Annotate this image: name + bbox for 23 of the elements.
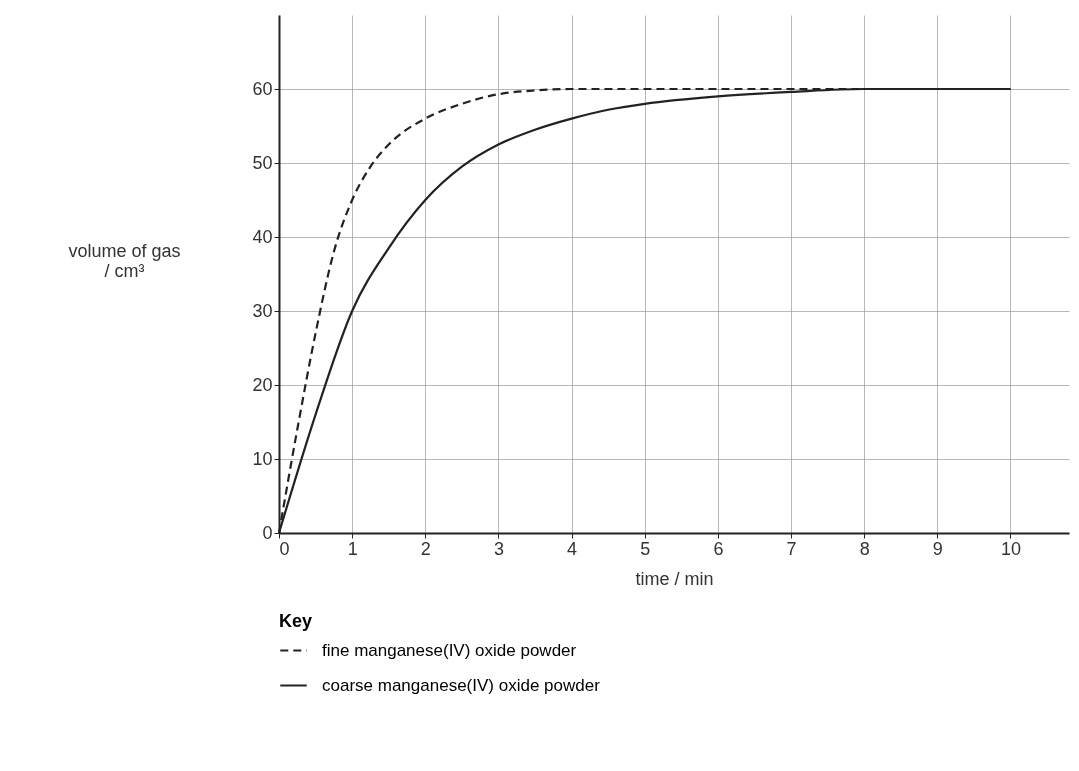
y-tick-label: 0 [262, 522, 273, 543]
x-tick-label: 0 [279, 538, 290, 559]
y-axis-title: volume of gas / cm³ [68, 240, 181, 281]
y-tick-label: 10 [252, 448, 273, 469]
legend-label: fine manganese(IV) oxide powder [322, 640, 577, 660]
y-tick-label: 20 [252, 374, 273, 395]
x-axis-title: time / min [635, 568, 714, 589]
x-tick-label: 4 [567, 538, 578, 559]
x-tick-label: 9 [932, 538, 943, 559]
x-tick-label: 2 [420, 538, 431, 559]
x-tick-label: 3 [493, 538, 504, 559]
x-tick-label: 6 [713, 538, 724, 559]
y-tick-label: 30 [252, 300, 273, 321]
legend-label: coarse manganese(IV) oxide powder [322, 675, 601, 695]
x-tick-label: 10 [1000, 538, 1021, 559]
y-tick-label: 60 [252, 78, 273, 99]
legend-title: Key [279, 611, 313, 631]
x-tick-label: 5 [640, 538, 651, 559]
y-tick-label: 50 [252, 152, 273, 173]
x-tick-label: 7 [786, 538, 797, 559]
y-tick-label: 40 [252, 226, 273, 247]
x-tick-label: 8 [859, 538, 870, 559]
x-tick-label: 1 [347, 538, 358, 559]
